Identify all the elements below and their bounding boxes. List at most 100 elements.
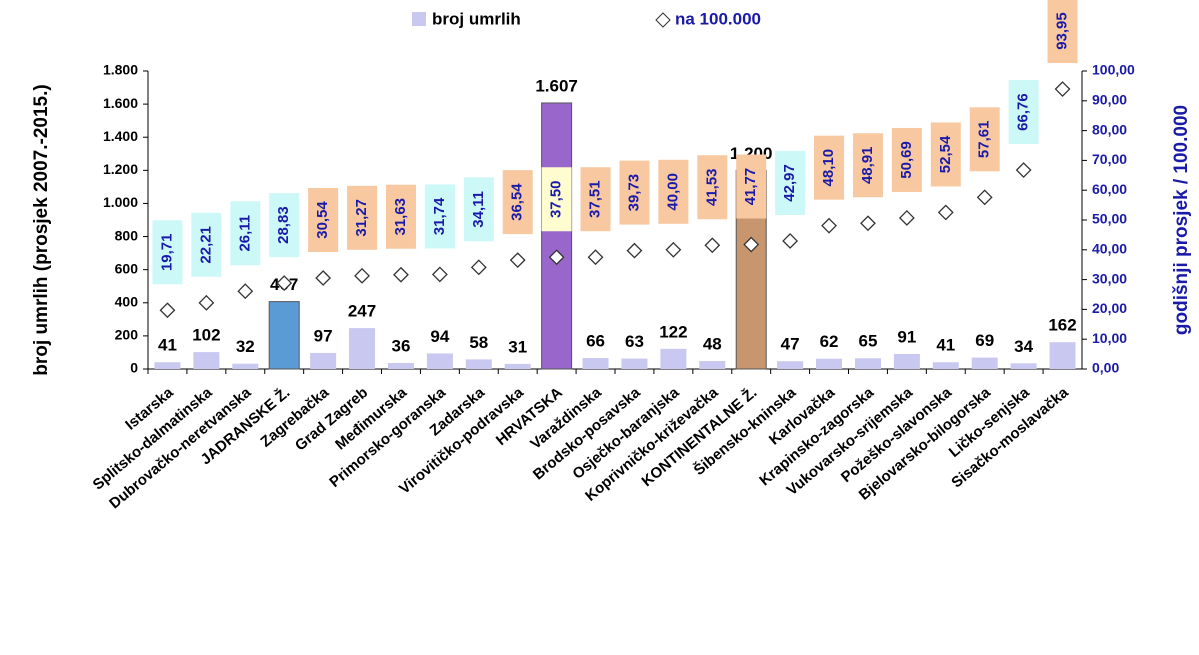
bar xyxy=(349,328,376,369)
rate-label-bg xyxy=(736,154,767,219)
bar-value-label: 63 xyxy=(625,332,644,351)
y2-tick-label: 60,00 xyxy=(1092,181,1127,197)
rate-label-bg xyxy=(775,150,806,215)
bar xyxy=(621,358,648,369)
y2-tick-label: 90,00 xyxy=(1092,92,1127,108)
rate-label-bg xyxy=(385,184,416,249)
bar-value-label: 247 xyxy=(348,302,376,321)
legend-label: na 100.000 xyxy=(675,9,761,28)
bar xyxy=(893,353,920,369)
rate-label-bg xyxy=(619,160,650,225)
bar xyxy=(971,357,998,369)
bar-value-label: 58 xyxy=(469,333,488,352)
bar xyxy=(777,361,804,369)
y-tick-label: 0 xyxy=(130,360,138,376)
rate-label-bg xyxy=(191,212,222,277)
rate-marker xyxy=(354,267,370,284)
y2-tick-label: 0,00 xyxy=(1092,360,1119,376)
rate-label-bg xyxy=(347,185,378,250)
bar xyxy=(541,102,573,370)
bar-value-label: 69 xyxy=(975,331,994,350)
rate-marker xyxy=(470,259,487,276)
rate-marker xyxy=(743,236,760,253)
bar-value-label: 36 xyxy=(391,337,410,356)
bar xyxy=(465,359,492,369)
rate-marker xyxy=(1015,162,1032,178)
rate-marker xyxy=(509,252,526,269)
y-tick-label: 1.600 xyxy=(103,95,138,111)
rate-label-bg xyxy=(1047,0,1078,64)
bar xyxy=(387,363,414,369)
bar xyxy=(268,301,300,370)
rate-marker xyxy=(159,302,176,319)
rate-marker xyxy=(937,204,954,221)
y2-tick-label: 20,00 xyxy=(1092,300,1127,316)
bar xyxy=(582,358,609,369)
rate-label: 34,11 xyxy=(470,191,487,228)
rate-label: 66,76 xyxy=(1015,93,1032,131)
bar-value-label: 47 xyxy=(781,335,800,354)
rate-label-bg xyxy=(463,177,494,242)
rate-marker xyxy=(393,266,409,283)
rate-label: 37,50 xyxy=(548,180,565,218)
bar xyxy=(699,361,726,369)
y2-tick-label: 80,00 xyxy=(1092,121,1127,137)
rate-marker xyxy=(1054,81,1071,97)
legend-swatch xyxy=(412,12,426,26)
rate-label: 36,54 xyxy=(509,183,526,221)
rate-label: 31,27 xyxy=(353,199,370,237)
rate-marker xyxy=(898,210,915,226)
rate-label-bg xyxy=(308,187,339,252)
rate-label-bg xyxy=(697,155,728,220)
rate-marker xyxy=(704,237,721,254)
bar xyxy=(426,353,453,369)
rate-marker xyxy=(237,283,254,300)
bar xyxy=(310,352,337,369)
rate-label-bg xyxy=(891,127,922,192)
rate-label-bg xyxy=(658,159,689,224)
bar-value-label: 65 xyxy=(858,332,877,351)
rate-label-bg xyxy=(502,170,533,235)
bar-value-label: 41 xyxy=(158,336,177,355)
y-tick-label: 1.000 xyxy=(103,194,138,210)
bar xyxy=(932,362,959,369)
rate-label-bg xyxy=(424,184,455,249)
rate-marker xyxy=(431,266,448,283)
bar xyxy=(660,348,687,369)
rate-label: 50,69 xyxy=(898,141,915,179)
bar xyxy=(816,358,843,369)
rate-label-bg xyxy=(1008,80,1039,145)
y-tick-label: 600 xyxy=(115,260,139,276)
y2-axis-title: godišnji prosjek / 100.000 xyxy=(1171,105,1192,335)
bar-value-label: 94 xyxy=(430,327,449,346)
rate-label: 22,21 xyxy=(197,226,214,264)
bar-value-label: 162 xyxy=(1048,316,1076,335)
bar-value-label: 102 xyxy=(192,326,220,345)
rate-label-bg xyxy=(580,167,611,232)
rate-label: 26,11 xyxy=(236,215,253,252)
rate-label-bg xyxy=(852,133,883,198)
rate-label-bg xyxy=(541,167,572,232)
rate-label: 42,97 xyxy=(781,164,798,202)
rate-marker xyxy=(276,275,293,292)
rate-label: 40,00 xyxy=(664,173,681,211)
bar-value-label: 97 xyxy=(314,326,333,345)
rate-marker xyxy=(782,233,799,249)
bar-value-label: 31 xyxy=(508,337,527,356)
bar xyxy=(854,358,881,369)
rate-marker xyxy=(548,249,565,266)
y2-tick-label: 100,00 xyxy=(1092,62,1135,78)
bar-value-label: 66 xyxy=(586,332,605,351)
y2-tick-label: 30,00 xyxy=(1092,270,1127,286)
bar xyxy=(193,352,220,369)
y-tick-label: 1.400 xyxy=(103,128,138,144)
legend-label: broj umrlih xyxy=(432,9,521,28)
rate-label: 48,91 xyxy=(859,146,876,184)
bar-value-label: 32 xyxy=(236,337,255,356)
rate-marker xyxy=(587,249,604,266)
rate-label: 31,63 xyxy=(392,198,409,236)
rate-marker xyxy=(665,241,682,258)
rate-label: 57,61 xyxy=(976,121,993,159)
y-tick-label: 1.200 xyxy=(103,161,138,177)
